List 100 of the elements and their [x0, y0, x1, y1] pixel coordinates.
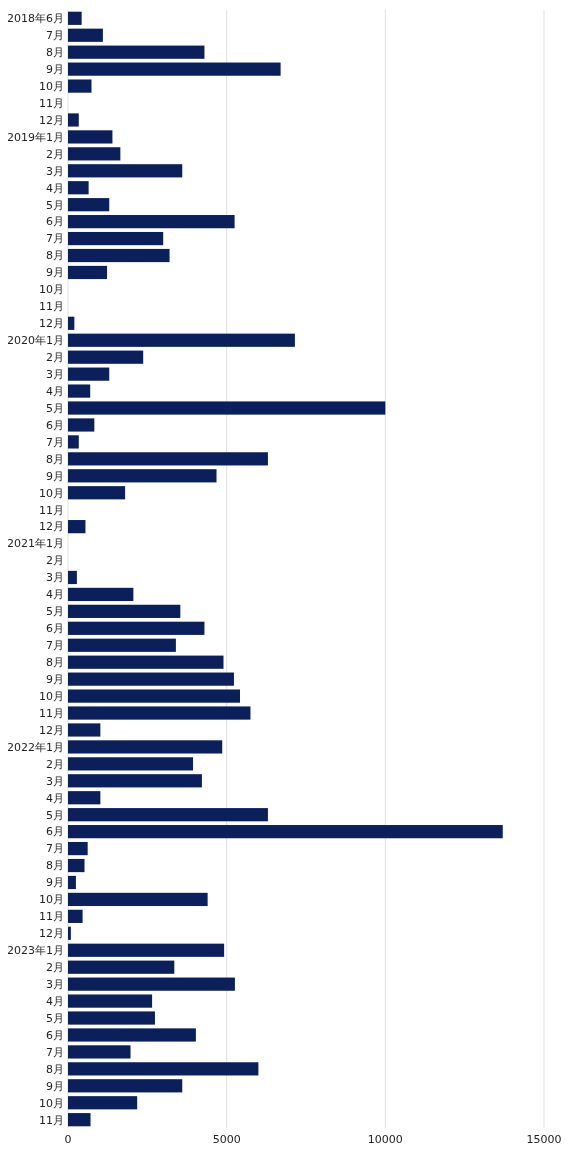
y-tick-label: 5月	[46, 808, 64, 822]
bar	[68, 875, 76, 890]
y-tick-label: 4月	[46, 588, 64, 602]
y-tick-label: 11月	[39, 1113, 64, 1127]
bar	[68, 926, 71, 940]
y-tick-label: 9月	[46, 266, 64, 280]
y-tick-label: 7月	[46, 232, 64, 246]
y-tick-label: 6月	[46, 418, 64, 432]
y-tick-label: 8月	[46, 452, 64, 466]
y-tick-label: 8月	[46, 249, 64, 263]
y-tick-label: 4月	[46, 994, 64, 1008]
y-tick-label: 2月	[46, 757, 64, 771]
bar	[68, 418, 95, 432]
bar	[68, 1062, 259, 1076]
y-tick-label: 12月	[39, 520, 64, 534]
bar	[68, 316, 75, 330]
bar	[68, 621, 205, 635]
y-tick-label: 11月	[39, 503, 64, 517]
y-tick-label: 2月	[46, 351, 64, 365]
y-tick-label: 4月	[46, 181, 64, 195]
y-tick-label: 5月	[46, 198, 64, 212]
bar	[68, 1045, 131, 1059]
bar	[68, 672, 234, 686]
y-tick-label: 10月	[39, 283, 64, 297]
bar	[68, 248, 170, 263]
bar	[68, 265, 108, 280]
bar	[68, 655, 224, 669]
bar	[68, 520, 86, 534]
bar	[68, 130, 113, 144]
bar	[68, 147, 121, 161]
bar	[68, 350, 144, 364]
bar	[68, 723, 101, 737]
y-tick-label: 8月	[46, 859, 64, 873]
bar	[68, 469, 217, 483]
bar	[68, 79, 92, 93]
y-tick-label: 4月	[46, 384, 64, 398]
y-tick-label: 12月	[39, 723, 64, 737]
bar	[68, 435, 79, 449]
y-tick-label: 11月	[39, 300, 64, 314]
bar	[68, 215, 235, 229]
y-tick-label: 2月	[46, 147, 64, 161]
y-tick-label: 2022年1月	[7, 740, 64, 754]
y-tick-label: 2020年1月	[7, 334, 64, 348]
bar	[68, 401, 386, 415]
y-tick-label: 8月	[46, 46, 64, 60]
y-tick-label: 10月	[39, 486, 64, 500]
y-tick-label: 3月	[46, 977, 64, 991]
y-tick-label: 3月	[46, 774, 64, 788]
y-tick-label: 11月	[39, 96, 64, 110]
y-tick-label: 10月	[39, 79, 64, 93]
bar	[68, 62, 281, 76]
bar	[68, 164, 183, 178]
y-tick-label: 3月	[46, 571, 64, 585]
y-tick-label: 8月	[46, 1062, 64, 1076]
y-tick-label: 7月	[46, 639, 64, 653]
bar	[68, 706, 251, 720]
bar	[68, 333, 295, 347]
y-tick-label: 6月	[46, 622, 64, 636]
bar	[68, 774, 202, 788]
bar	[68, 113, 79, 127]
y-tick-label: 6月	[46, 825, 64, 839]
y-tick-label: 4月	[46, 791, 64, 805]
bar	[68, 791, 101, 805]
y-tick-label: 8月	[46, 656, 64, 670]
bar	[68, 604, 181, 618]
y-tick-label: 9月	[46, 876, 64, 890]
y-tick-label: 9月	[46, 62, 64, 76]
y-tick-label: 2018年6月	[7, 12, 64, 26]
y-tick-label: 11月	[39, 706, 64, 720]
x-tick-label: 15000	[526, 1133, 562, 1146]
bar	[68, 486, 126, 500]
bar	[68, 858, 85, 873]
bar	[68, 1028, 196, 1042]
y-tick-label: 9月	[46, 469, 64, 483]
y-tick-label: 10月	[39, 1096, 64, 1110]
bar	[68, 28, 103, 42]
y-tick-label: 6月	[46, 1028, 64, 1042]
bar	[68, 45, 205, 59]
y-tick-label: 12月	[39, 317, 64, 331]
bar	[68, 638, 176, 652]
bar	[68, 757, 194, 771]
bar	[68, 1011, 155, 1025]
x-tick-label: 5000	[212, 1133, 241, 1146]
bar	[68, 892, 208, 907]
y-tick-label: 7月	[46, 1045, 64, 1059]
bar	[68, 1096, 138, 1110]
y-tick-label: 5月	[46, 401, 64, 415]
y-tick-label: 10月	[39, 689, 64, 703]
bar	[68, 977, 235, 991]
x-tick-label: 0	[64, 1133, 72, 1146]
y-tick-label: 2023年1月	[7, 944, 64, 958]
y-tick-label: 12月	[39, 113, 64, 127]
y-tick-label: 10月	[39, 893, 64, 907]
bar	[68, 960, 175, 974]
bar	[68, 367, 110, 381]
bar	[68, 689, 240, 703]
bar	[68, 231, 164, 246]
bar	[68, 181, 89, 195]
bar	[68, 808, 268, 822]
bar	[68, 740, 223, 754]
